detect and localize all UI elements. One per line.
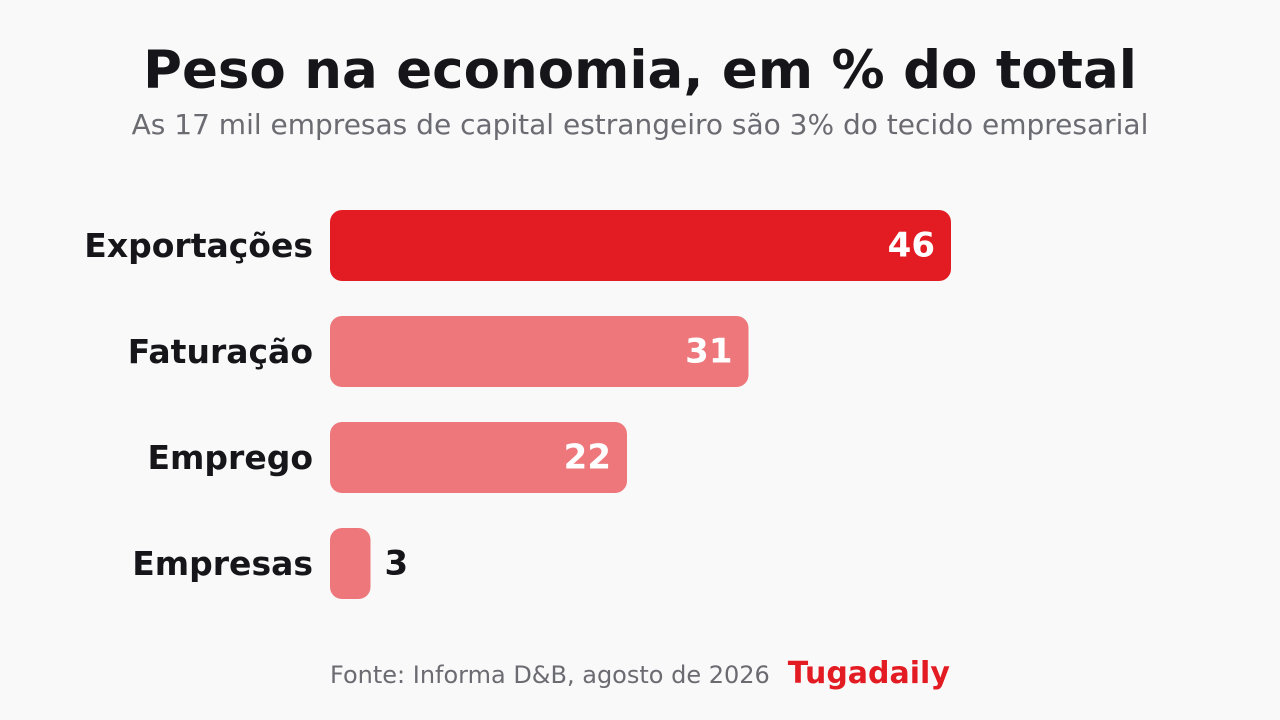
bar-faturacao (330, 316, 749, 387)
value-label-emprego: 22 (564, 438, 611, 478)
source-note: Fonte: Informa D&B, agosto de 2026 (330, 661, 770, 689)
value-label-empresas: 3 (385, 544, 409, 584)
category-label-faturacao: Faturação (128, 332, 313, 371)
value-label-faturacao: 31 (685, 332, 732, 372)
brand-logo: Tugadaily (787, 656, 950, 691)
bar-emprego (330, 422, 627, 493)
chart-title: Peso na economia, em % do total (143, 40, 1137, 101)
category-label-emprego: Emprego (148, 438, 314, 477)
value-label-exportacoes: 46 (888, 226, 935, 266)
category-label-exportacoes: Exportações (84, 226, 313, 265)
chart-subtitle: As 17 mil empresas de capital estrangeir… (131, 108, 1149, 141)
bar-exportacoes (330, 210, 951, 281)
bar-empresas (330, 528, 371, 599)
category-label-empresas: Empresas (132, 544, 313, 583)
footer: Fonte: Informa D&B, agosto de 2026 Tugad… (330, 656, 950, 696)
